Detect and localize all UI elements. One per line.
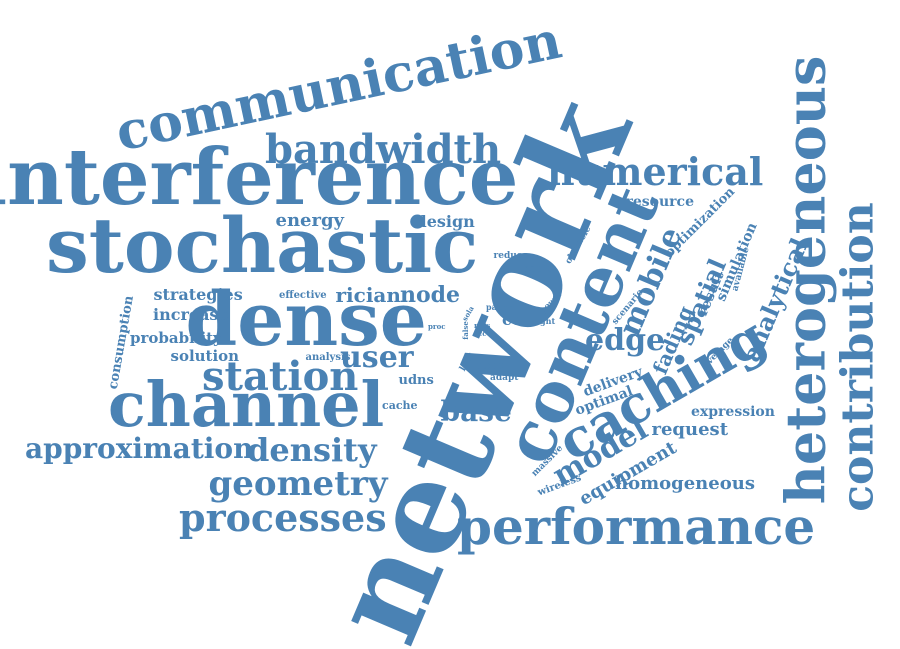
- word-cell: cell: [502, 310, 535, 329]
- word-increase: increase: [153, 305, 229, 324]
- word-analysis: analysis: [305, 352, 351, 363]
- word-channel: channel: [108, 368, 385, 441]
- word-dense: dense: [185, 277, 427, 363]
- word-expression: expression: [691, 404, 775, 420]
- word-probability: probability: [130, 328, 222, 347]
- word-proc: proc: [428, 321, 446, 331]
- word-numerical: numerical: [547, 149, 764, 194]
- word-thesis: thesis: [516, 261, 554, 275]
- word-performance: performance: [457, 497, 816, 556]
- word-reduce: reduce: [493, 250, 529, 261]
- word-density: density: [247, 431, 377, 469]
- word-energy: energy: [275, 210, 345, 231]
- word-approximation: approximation: [25, 432, 254, 465]
- word-processes: processes: [179, 495, 387, 540]
- word-station: station: [202, 353, 359, 400]
- word-acc: acc: [473, 328, 487, 338]
- word-design: design: [415, 212, 475, 231]
- word-adapt: adapt: [490, 372, 519, 383]
- word-edge: edge: [585, 323, 666, 358]
- word-interference: interference: [0, 132, 519, 223]
- word-user: user: [340, 340, 414, 375]
- word-rician: rician: [335, 283, 401, 307]
- word-homogeneous: homogeneous: [615, 473, 755, 494]
- word-contribution: contribution: [832, 202, 884, 512]
- word-paper: paper: [486, 302, 512, 312]
- word-bandwidth: bandwidth: [265, 126, 502, 173]
- word-solution: solution: [170, 346, 240, 365]
- word-sight: sight: [532, 316, 556, 326]
- word-base: base: [440, 395, 512, 428]
- word-stochastic: stochastic: [46, 201, 479, 290]
- word-geometry: geometry: [208, 464, 388, 504]
- word-resource: resource: [625, 194, 695, 210]
- word-strategies: strategies: [153, 285, 243, 304]
- word-nlos: nlos: [474, 320, 491, 330]
- word-cache: cache: [382, 398, 418, 412]
- word-udns: udns: [398, 372, 434, 388]
- word-false: false: [460, 320, 470, 340]
- word-request: request: [651, 419, 729, 440]
- word-more: more: [469, 358, 505, 372]
- word-effective: effective: [279, 290, 327, 301]
- word-node: node: [400, 282, 461, 308]
